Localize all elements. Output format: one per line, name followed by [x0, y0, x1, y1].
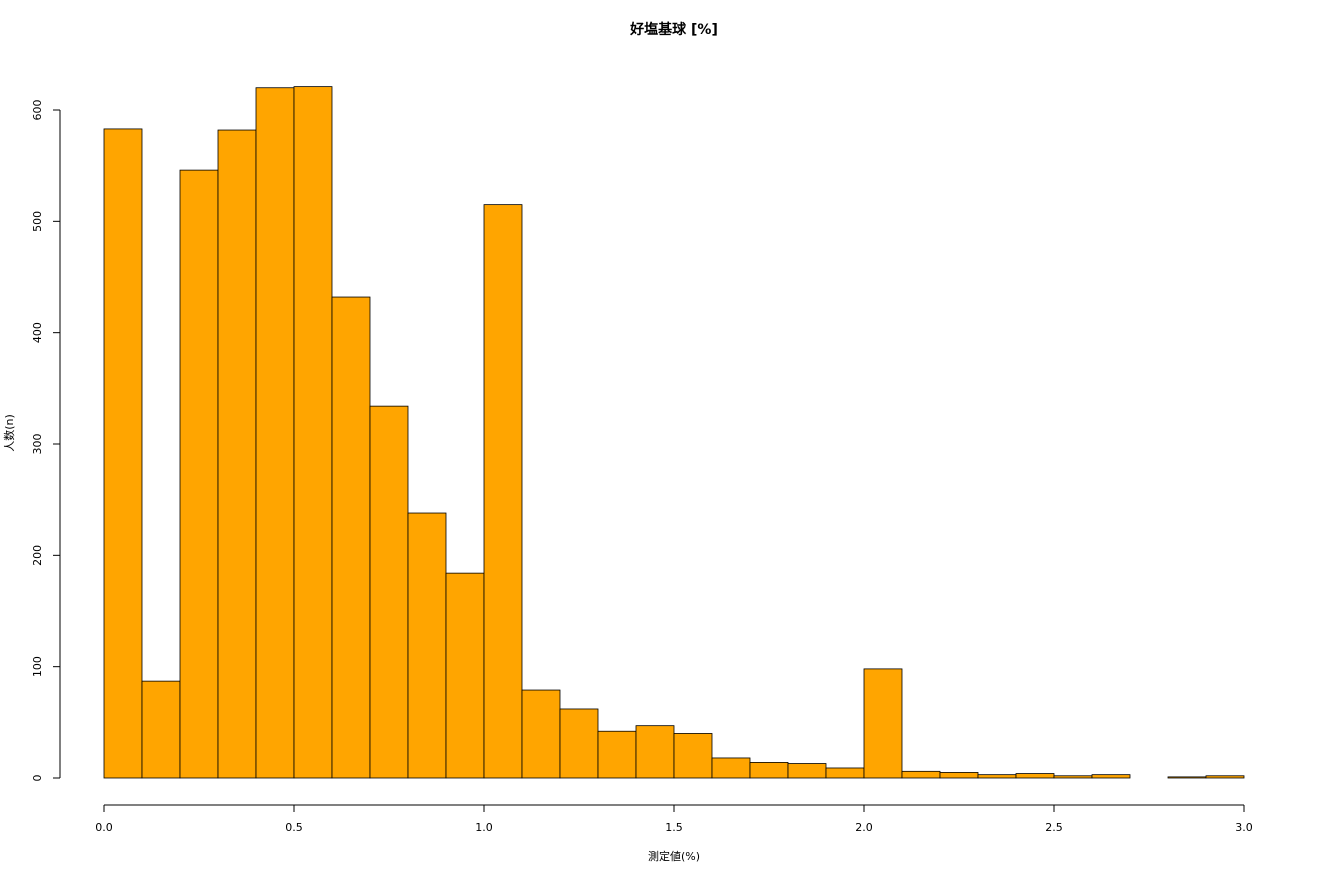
bar [483, 204, 523, 779]
bar [1053, 775, 1093, 779]
bar [711, 757, 751, 779]
x-tick-label: 1.5 [665, 821, 683, 834]
bar [103, 128, 143, 779]
bar [521, 689, 561, 779]
bar [977, 774, 1017, 779]
bar [1015, 773, 1055, 779]
bar [559, 708, 599, 779]
bar [293, 86, 333, 779]
x-axis-label: 測定値(%) [648, 849, 700, 863]
bar [369, 405, 409, 779]
bar [255, 87, 295, 779]
y-tick-label: 400 [31, 322, 44, 343]
y-axis-label: 人数(n) [3, 414, 16, 452]
bar [863, 668, 903, 779]
x-tick-label: 2.0 [855, 821, 873, 834]
bar [787, 763, 827, 779]
x-tick-label: 2.5 [1045, 821, 1063, 834]
bar [901, 770, 941, 779]
bar [597, 730, 637, 779]
y-tick-label: 0 [31, 775, 44, 782]
bar [407, 512, 447, 779]
x-tick-label: 3.0 [1235, 821, 1253, 834]
bar [825, 767, 865, 779]
y-tick-label: 200 [31, 545, 44, 566]
bar [445, 572, 485, 779]
bar [635, 725, 675, 779]
chart-title: 好塩基球 [%] [629, 21, 718, 38]
bar [749, 762, 789, 779]
y-tick-label: 300 [31, 434, 44, 455]
bar [673, 733, 713, 779]
x-tick-label: 1.0 [475, 821, 493, 834]
bar [331, 296, 371, 779]
bar [217, 129, 257, 779]
x-tick-label: 0.0 [95, 821, 113, 834]
y-tick-label: 600 [31, 100, 44, 121]
y-tick-label: 100 [31, 656, 44, 677]
bar [939, 772, 979, 779]
bar [1167, 776, 1207, 779]
y-tick-label: 500 [31, 211, 44, 232]
bar [1205, 775, 1245, 779]
bar [179, 169, 219, 779]
bar [1091, 774, 1131, 779]
bar [141, 680, 181, 779]
x-tick-label: 0.5 [285, 821, 303, 834]
